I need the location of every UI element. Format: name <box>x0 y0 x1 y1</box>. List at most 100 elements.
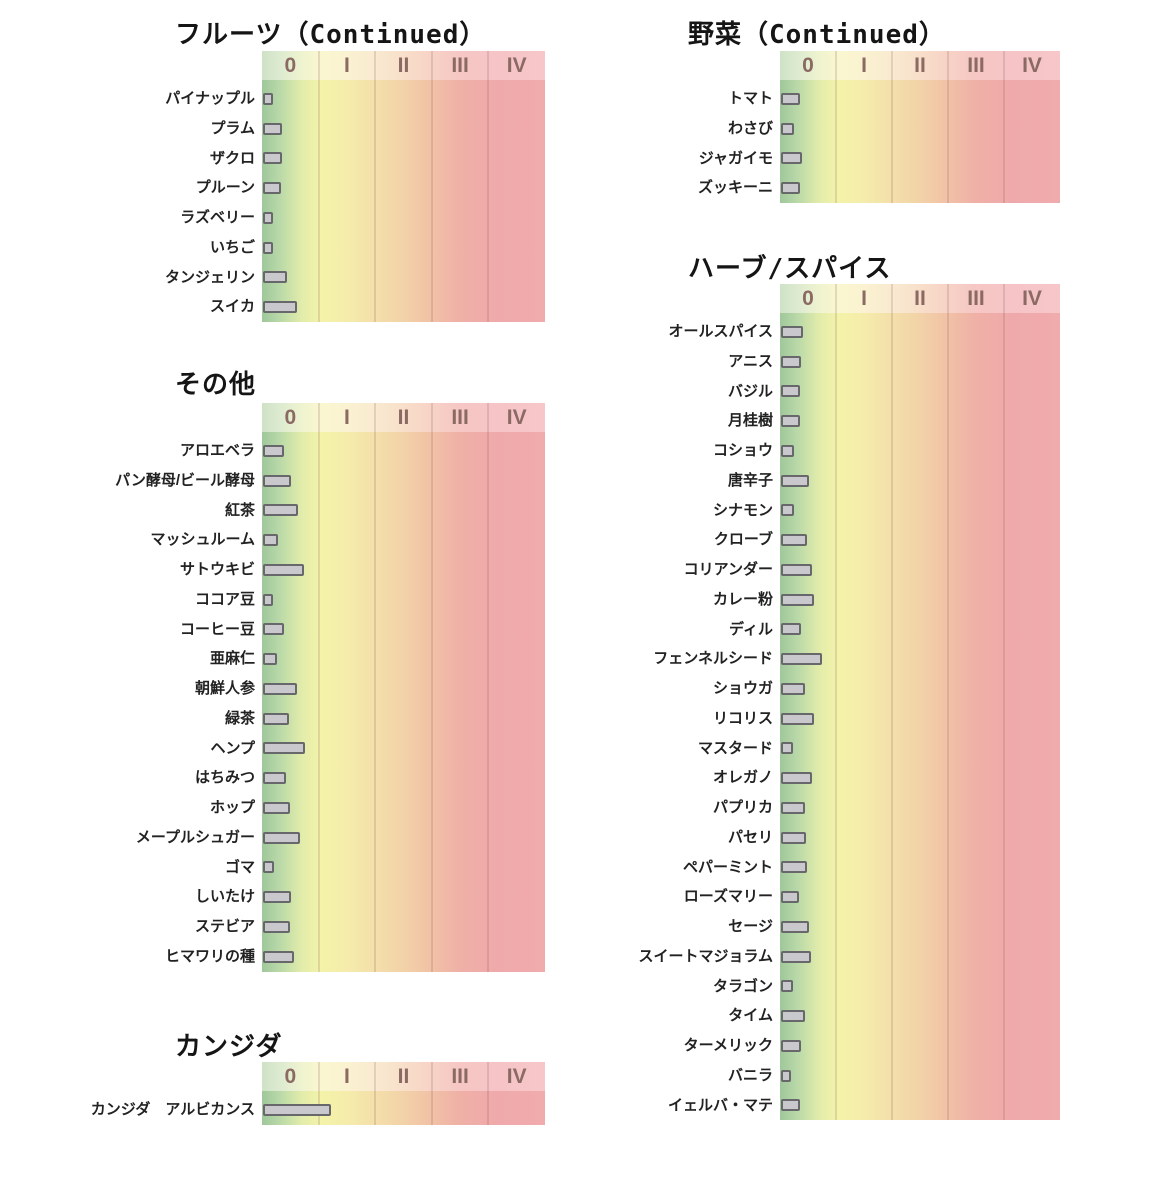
value-bar <box>263 682 297 695</box>
category-label: ホップ <box>209 799 255 816</box>
band-separator <box>374 51 377 322</box>
value-bar <box>781 1069 792 1082</box>
band-separator <box>430 1062 433 1125</box>
value-bar <box>781 742 793 755</box>
value-bar <box>781 474 809 487</box>
value-bar <box>263 742 305 755</box>
value-bar <box>263 534 278 547</box>
category-label: 月桂樹 <box>727 412 773 430</box>
band-separator <box>835 284 837 1121</box>
category-label: バジル <box>727 382 773 400</box>
axis-tick-label: 0 <box>802 287 814 310</box>
band-separator <box>487 403 490 972</box>
value-bar <box>263 891 292 904</box>
scale-area: 0 I II III IV パイナップル プラム ザクロ プルーン ラズベリー いちご タンジェリンス… <box>165 51 545 322</box>
axis-tick-label: IV <box>1022 287 1042 310</box>
value-bar <box>781 444 794 457</box>
chart-title-vegetables-continued: 野菜（Continued） <box>688 20 946 50</box>
value-bar <box>781 415 800 428</box>
value-bar <box>781 593 814 606</box>
value-bar <box>263 182 282 195</box>
axis-tick-label: IV <box>506 54 527 77</box>
category-label: スイートマジョラム <box>638 947 773 965</box>
category-label: パン酵母/ビール酵母 <box>115 471 255 489</box>
value-bar <box>781 772 812 785</box>
category-label: シナモン <box>712 501 773 519</box>
category-label: ショウガ <box>712 680 773 697</box>
scale-header: 0 I II III IV <box>262 1062 545 1091</box>
axis-tick-label: 0 <box>284 1065 297 1088</box>
value-bar <box>263 152 283 165</box>
category-label: セージ <box>728 918 773 935</box>
band-separator <box>317 51 320 322</box>
axis-tick-label: 0 <box>284 406 297 429</box>
category-label: パプリカ <box>712 799 773 816</box>
category-label: クローブ <box>713 531 773 549</box>
axis-tick-label: II <box>397 54 410 77</box>
axis-tick-label: IV <box>506 1065 527 1088</box>
value-bar <box>781 801 806 814</box>
axis-tick-label: I <box>343 406 350 429</box>
value-bar <box>263 1103 331 1116</box>
value-bar <box>263 563 304 576</box>
value-bar <box>263 861 274 874</box>
category-label: ザクロ <box>209 149 255 167</box>
band-separator <box>374 1062 377 1125</box>
value-bar <box>781 92 800 105</box>
scale-area: 0 I II III IV アロエベラ パン酵母/ビール酵母 紅茶 マッシュルーム サトウキビ ココ… <box>115 403 545 972</box>
band-separator <box>1003 284 1005 1121</box>
category-label: 亜麻仁 <box>209 650 255 668</box>
category-label: タンジェリン <box>164 268 255 286</box>
band-separator <box>891 51 893 203</box>
value-bar <box>263 593 274 606</box>
category-label: パイナップル <box>165 90 255 107</box>
axis-tick-label: III <box>451 1065 469 1088</box>
value-bar <box>263 831 300 844</box>
value-bar <box>263 801 291 814</box>
category-label: フェンネルシード <box>653 650 773 668</box>
band-separator <box>947 284 949 1121</box>
axis-tick-label: III <box>967 287 985 310</box>
value-bar <box>263 301 297 314</box>
category-label: オレガノ <box>712 769 773 787</box>
value-bar <box>263 623 284 636</box>
value-bar <box>781 1010 806 1023</box>
band-separator <box>835 51 837 203</box>
category-label: しいたけ <box>194 888 255 906</box>
category-label: わさび <box>727 119 773 137</box>
band-separator <box>891 284 893 1121</box>
value-bar <box>781 950 812 963</box>
chart-title-candida: カンジダ <box>175 1032 283 1062</box>
value-bar <box>263 950 295 963</box>
category-label: リコリス <box>712 709 773 727</box>
scale-area: 0 I II III IV オールスパイス アニス バジル 月桂樹 コショウ 唐辛子 シナモン クローブ… <box>638 284 1060 1121</box>
category-label: コリアンダー <box>683 561 773 578</box>
category-label: ゴマ <box>224 858 255 876</box>
category-label: タイム <box>728 1007 773 1025</box>
axis-tick-label: 0 <box>802 54 814 77</box>
axis-tick-label: I <box>861 287 867 310</box>
category-label: ラズベリー <box>180 209 255 226</box>
value-bar <box>781 682 806 695</box>
category-label: アニス <box>728 352 773 370</box>
value-bar <box>781 623 802 636</box>
category-label: アロエベラ <box>179 442 255 459</box>
plot-area <box>262 80 545 322</box>
plot-area <box>780 313 1060 1121</box>
category-label: カレー粉 <box>712 590 773 608</box>
category-label: はちみつ <box>194 769 255 787</box>
category-label: 緑茶 <box>224 709 255 727</box>
category-label: カンジダ アルビカンス <box>90 1101 255 1118</box>
axis-tick-label: 0 <box>284 54 297 77</box>
value-bar <box>263 211 274 224</box>
value-bar <box>781 891 799 904</box>
band-separator <box>947 51 949 203</box>
band-separator <box>317 1062 320 1125</box>
band-separator <box>430 403 433 972</box>
category-label: パセリ <box>727 828 773 846</box>
band-separator <box>317 403 320 972</box>
value-bar <box>263 271 288 284</box>
